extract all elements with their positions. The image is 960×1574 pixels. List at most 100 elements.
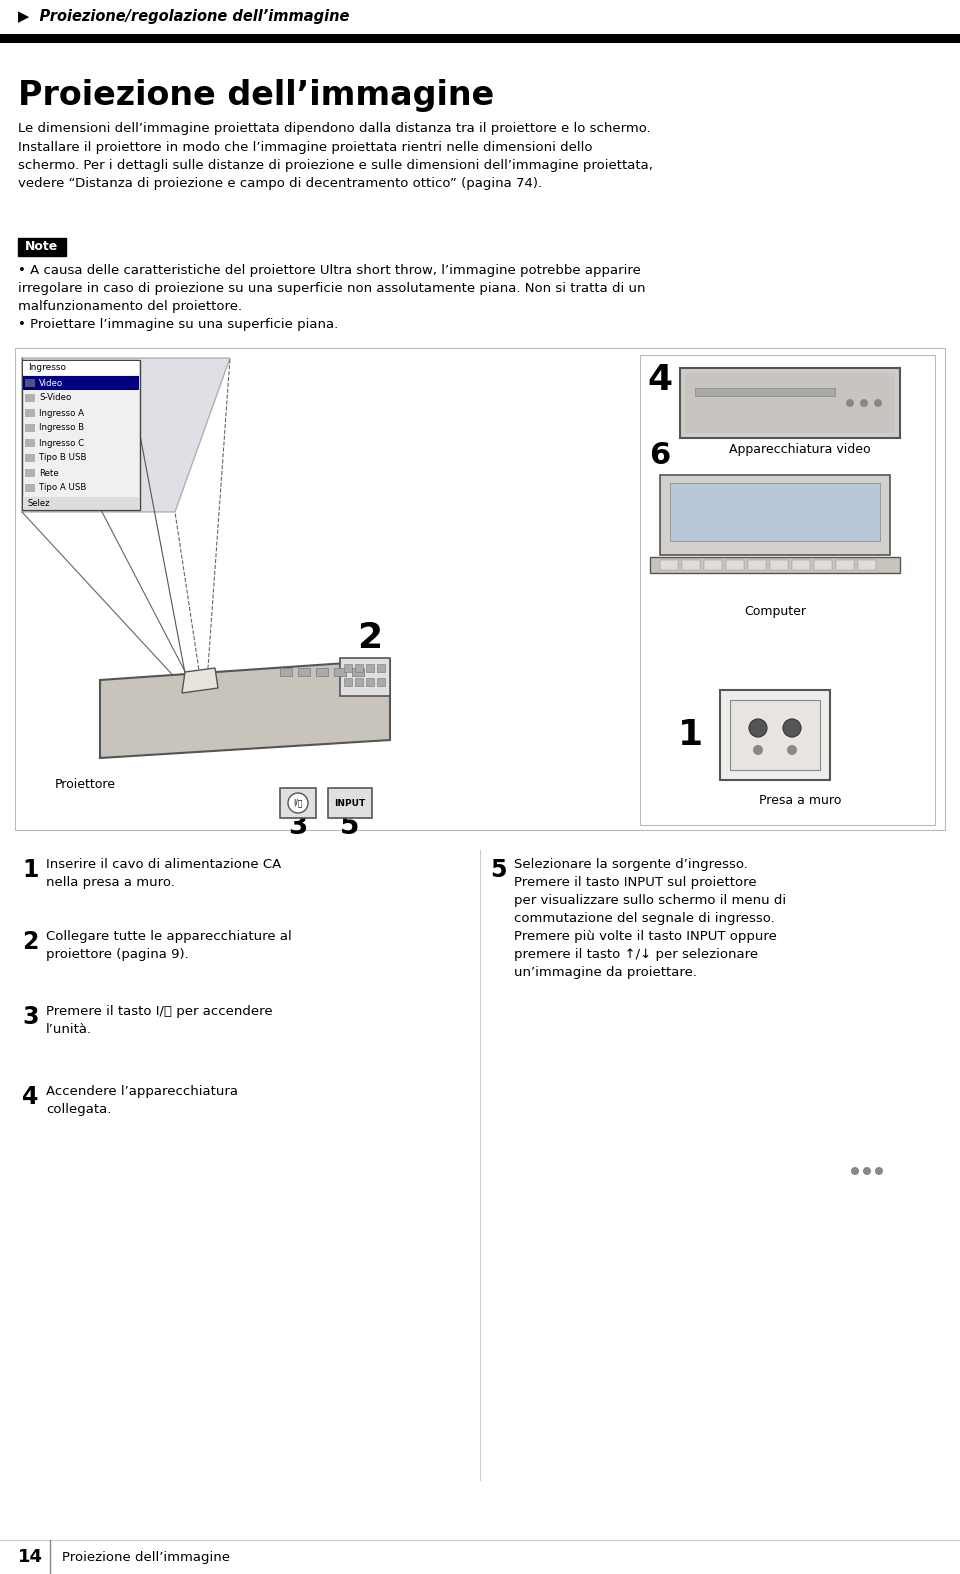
Bar: [377, 678, 385, 686]
Text: Premere il tasto I/⏻ per accendere
l’unità.: Premere il tasto I/⏻ per accendere l’uni…: [46, 1006, 273, 1036]
Bar: [695, 389, 835, 397]
Text: Proiettore: Proiettore: [55, 779, 116, 792]
Bar: [340, 658, 390, 696]
Text: Apparecchiatura video: Apparecchiatura video: [730, 444, 871, 456]
Circle shape: [860, 398, 868, 408]
Bar: [25, 469, 35, 477]
Bar: [18, 238, 66, 257]
Bar: [748, 560, 766, 570]
Text: 2: 2: [357, 622, 383, 655]
Bar: [25, 423, 35, 431]
Bar: [792, 560, 810, 570]
Bar: [366, 678, 374, 686]
Text: Video: Video: [39, 378, 63, 387]
Bar: [344, 678, 352, 686]
Bar: [730, 700, 820, 770]
Bar: [770, 560, 788, 570]
Bar: [670, 483, 880, 541]
Text: 3: 3: [22, 1006, 38, 1029]
Text: 3: 3: [288, 812, 308, 841]
Text: Inserire il cavo di alimentazione CA
nella presa a muro.: Inserire il cavo di alimentazione CA nel…: [46, 858, 281, 889]
Bar: [366, 664, 374, 672]
Bar: [726, 560, 744, 570]
Circle shape: [783, 719, 801, 737]
Circle shape: [288, 793, 308, 814]
Bar: [650, 557, 900, 573]
Text: Tipo B USB: Tipo B USB: [39, 453, 86, 463]
Text: 2: 2: [22, 930, 38, 954]
Bar: [640, 356, 935, 825]
Bar: [0, 0, 960, 31]
Polygon shape: [100, 660, 390, 759]
Bar: [280, 667, 292, 675]
Bar: [15, 348, 945, 829]
Polygon shape: [182, 667, 218, 693]
Bar: [23, 376, 139, 390]
Bar: [720, 689, 830, 781]
Bar: [25, 453, 35, 463]
Text: INPUT: INPUT: [334, 798, 366, 807]
Bar: [22, 360, 140, 510]
Bar: [0, 35, 960, 42]
Bar: [25, 409, 35, 417]
Bar: [660, 560, 678, 570]
Text: Accendere l’apparecchiatura
collegata.: Accendere l’apparecchiatura collegata.: [46, 1084, 238, 1116]
Text: 1: 1: [678, 718, 703, 752]
Bar: [25, 483, 35, 493]
Text: Ingresso B: Ingresso B: [39, 423, 84, 433]
Bar: [298, 667, 310, 675]
Text: 14: 14: [18, 1547, 43, 1566]
Circle shape: [749, 719, 767, 737]
Bar: [328, 789, 372, 818]
Bar: [836, 560, 854, 570]
Text: Rete: Rete: [39, 469, 59, 477]
Bar: [352, 667, 364, 675]
Text: 1: 1: [22, 858, 38, 881]
Text: Computer: Computer: [744, 606, 806, 619]
Text: Proiezione dell’immagine: Proiezione dell’immagine: [62, 1550, 230, 1563]
Text: Le dimensioni dell’immagine proiettata dipendono dalla distanza tra il proiettor: Le dimensioni dell’immagine proiettata d…: [18, 123, 653, 190]
Circle shape: [787, 745, 797, 756]
Bar: [25, 379, 35, 387]
Text: Selez: Selez: [28, 499, 51, 507]
Bar: [858, 560, 876, 570]
Text: Selezionare la sorgente d’ingresso.
Premere il tasto INPUT sul proiettore
per vi: Selezionare la sorgente d’ingresso. Prem…: [514, 858, 786, 979]
Polygon shape: [660, 475, 890, 556]
Text: 4: 4: [647, 364, 673, 397]
Circle shape: [851, 1166, 859, 1176]
Bar: [685, 373, 895, 433]
Bar: [25, 439, 35, 447]
Bar: [344, 664, 352, 672]
Text: S-Video: S-Video: [39, 394, 71, 403]
Text: • A causa delle caratteristiche del proiettore Ultra short throw, l’immagine pot: • A causa delle caratteristiche del proi…: [18, 264, 645, 313]
Text: I/⏻: I/⏻: [293, 798, 302, 807]
Text: Proiezione dell’immagine: Proiezione dell’immagine: [18, 79, 494, 112]
Bar: [316, 667, 328, 675]
Text: Collegare tutte le apparecchiature al
proiettore (pagina 9).: Collegare tutte le apparecchiature al pr…: [46, 930, 292, 962]
Bar: [23, 360, 139, 375]
Text: Ingresso A: Ingresso A: [39, 409, 84, 417]
Circle shape: [875, 1166, 883, 1176]
Bar: [334, 667, 346, 675]
Polygon shape: [22, 357, 230, 512]
Bar: [704, 560, 722, 570]
Circle shape: [874, 398, 882, 408]
Text: 6: 6: [649, 441, 671, 469]
Text: Presa a muro: Presa a muro: [758, 793, 841, 806]
Circle shape: [846, 398, 854, 408]
Bar: [25, 394, 35, 401]
Bar: [377, 664, 385, 672]
Text: ▶  Proiezione/regolazione dell’immagine: ▶ Proiezione/regolazione dell’immagine: [18, 8, 349, 24]
Bar: [355, 664, 363, 672]
Circle shape: [753, 745, 763, 756]
Text: Note: Note: [25, 241, 59, 253]
Bar: [280, 789, 316, 818]
Bar: [682, 560, 700, 570]
Bar: [23, 497, 139, 508]
Text: • Proiettare l’immagine su una superficie piana.: • Proiettare l’immagine su una superfici…: [18, 318, 338, 331]
Text: Tipo A USB: Tipo A USB: [39, 483, 86, 493]
Text: 4: 4: [22, 1084, 38, 1110]
Text: Ingresso: Ingresso: [28, 364, 66, 373]
Text: 5: 5: [340, 812, 360, 841]
Bar: [355, 678, 363, 686]
